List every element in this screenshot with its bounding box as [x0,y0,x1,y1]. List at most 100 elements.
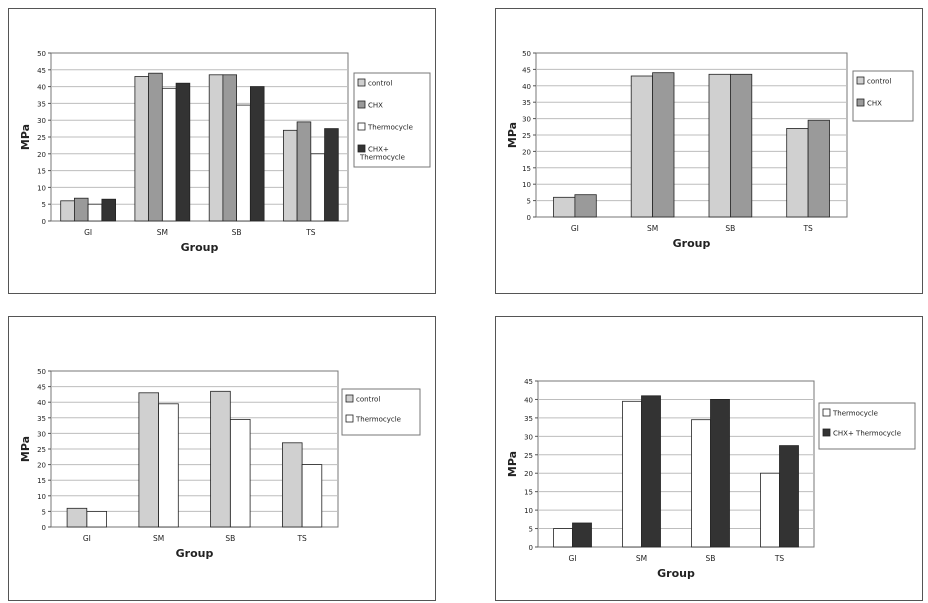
y-tick-label: 40 [522,83,531,91]
legend-swatch [856,76,865,85]
y-tick-label: 5 [527,198,531,206]
bar [74,197,89,222]
bar [691,419,711,548]
y-tick-label: 35 [522,99,531,107]
legend: control Thermocycle [341,388,421,436]
y-tick-label: 45 [522,66,531,74]
y-tick-label: 25 [522,132,531,140]
x-tick-label: SB [225,534,235,543]
chart-3-svg: 0 5 10 15 20 25 30 35 40 45 50 GI SM SB TS Group MPa cont… [19,368,421,560]
y-tick-label: 15 [37,477,46,485]
y-tick-label: 20 [37,151,46,159]
bar [786,128,809,218]
bar [760,472,780,548]
bar [282,129,298,222]
y-axis-title: MPa [19,124,32,150]
y-tick-label: 15 [522,165,531,173]
bar [630,75,653,218]
legend-box [353,72,431,168]
x-axis-title: Group [181,241,219,254]
y-tick-label: 25 [37,134,46,142]
legend-swatch [856,98,865,107]
bar [622,400,642,548]
x-tick-label: SM [153,534,164,543]
x-tick-label: GI [568,554,576,563]
y-tick-label: 10 [524,507,533,515]
x-tick-label: SB [725,224,735,233]
bar [296,121,312,222]
legend-label: CHX [368,102,383,110]
y-tick-label: 35 [37,415,46,423]
legend-box [818,402,916,450]
x-tick-label: SM [636,554,647,563]
bar [229,419,251,528]
y-tick-label: 40 [524,396,533,404]
legend-swatch [345,394,354,403]
x-tick-label: GI [84,228,92,237]
x-tick-label: SM [157,228,168,237]
bar [86,510,108,528]
legend: control CHX Thermocycle CHX+ Thermocycle [353,72,431,168]
x-tick-label: SB [232,228,242,237]
y-tick-label: 5 [529,526,533,534]
chart-1-svg: 0 5 10 15 20 25 30 35 40 45 50 GI SM SB TS Group MPa cont… [19,50,431,254]
y-tick-label: 45 [37,384,46,392]
chart-1-plot: 0 5 10 15 20 25 30 35 40 45 50 GI SM SB TS Group MPa [19,50,349,254]
chart-2-plot: 0 5 10 15 20 25 30 35 40 45 50 GI SM SB TS Group MPa [506,50,848,250]
x-axis-title: Group [673,237,711,250]
bar [708,73,731,218]
x-tick-label: TS [802,224,813,233]
legend-swatch [822,408,831,417]
chart-panel-4: 0 5 10 15 20 25 30 35 40 45 GI SM SB TS Group MPa Thermo… [495,316,923,601]
legend-swatch [357,122,366,131]
y-tick-label: 35 [524,415,533,423]
legend-swatch [357,78,366,87]
y-tick-label: 50 [37,50,46,58]
x-axis-title: Group [176,547,214,560]
legend-swatch [357,100,366,109]
bar [148,72,163,222]
bar [66,507,88,528]
y-tick-label: 15 [37,168,46,176]
bar [249,86,265,222]
y-tick-label: 20 [522,148,531,156]
x-tick-label: TS [774,554,785,563]
bar [208,74,224,222]
bar [729,73,753,218]
y-tick-label: 45 [37,67,46,75]
legend-label: CHX+ Thermocycle [833,430,901,438]
y-tick-label: 45 [524,378,533,386]
y-tick-label: 35 [37,100,46,108]
y-tick-label: 0 [529,544,533,552]
bar [807,119,830,218]
y-axis-title: MPa [506,122,519,148]
legend: control CHX [852,70,914,122]
y-tick-label: 15 [524,489,533,497]
bar [310,153,325,222]
bar [158,403,179,528]
bar [134,76,150,222]
legend-label: control [356,396,380,404]
chart-4-svg: 0 5 10 15 20 25 30 35 40 45 GI SM SB TS Group MPa Thermo… [506,378,916,580]
y-tick-label: 40 [37,84,46,92]
legend: Thermocycle CHX+ Thermocycle [818,402,916,450]
y-tick-label: 20 [524,470,533,478]
chart-3-plot: 0 5 10 15 20 25 30 35 40 45 50 GI SM SB TS Group MPa [19,368,339,560]
bar [60,200,75,222]
x-axis-title: Group [657,567,695,580]
bar [101,198,117,222]
legend-label: control [867,78,891,86]
legend-label: Thermocycle [832,410,878,418]
bar [553,528,573,548]
y-tick-label: 0 [527,214,531,222]
x-tick-label: TS [296,534,307,543]
x-tick-label: SM [647,224,658,233]
bar [210,390,231,528]
chart-panel-1: 0 5 10 15 20 25 30 35 40 45 50 GI SM SB TS Group MPa cont… [8,8,436,294]
y-tick-label: 30 [524,433,533,441]
y-tick-label: 50 [522,50,531,58]
legend-label: control [368,80,392,88]
bar [710,399,730,548]
y-tick-label: 40 [37,399,46,407]
bar [175,82,191,222]
